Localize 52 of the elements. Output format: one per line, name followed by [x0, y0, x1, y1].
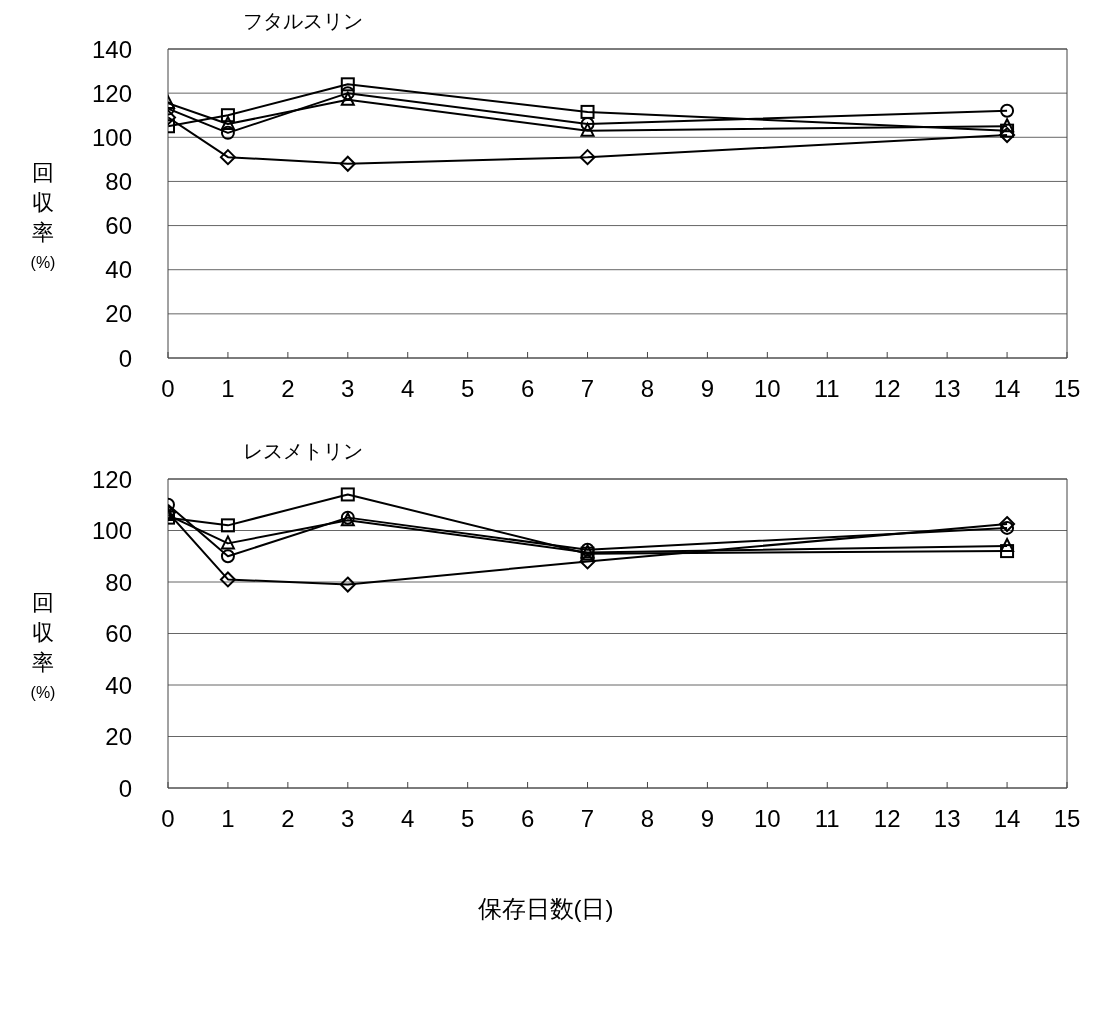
- x-tick-label: 1: [221, 805, 235, 833]
- chart-title: レスメトリン: [243, 439, 363, 464]
- y-tick-label: 20: [105, 300, 132, 328]
- y-tick-label: 0: [118, 774, 132, 802]
- x-tick-label: 13: [933, 805, 961, 833]
- x-tick-label: 3: [341, 805, 355, 833]
- x-tick-label: 8: [640, 805, 655, 833]
- y-axis-title: 回収率(%): [29, 159, 57, 273]
- x-tick-label: 9: [700, 805, 715, 833]
- x-tick-label: 0: [161, 375, 175, 403]
- y-axis-title: 回収率(%): [29, 589, 57, 703]
- x-tick-label: 11: [814, 375, 840, 403]
- x-tick-label: 10: [753, 805, 781, 833]
- chart-title: フタルスリン: [243, 9, 363, 34]
- y-tick-label: 80: [105, 167, 132, 195]
- x-tick-label: 8: [640, 375, 655, 403]
- x-tick-label: 12: [873, 805, 901, 833]
- x-tick-label: 10: [753, 375, 781, 403]
- y-tick-label: 0: [118, 344, 132, 372]
- x-tick-label: 14: [993, 805, 1021, 833]
- x-tick-label: 14: [993, 375, 1021, 403]
- x-axis-title: 保存日数(日): [476, 894, 615, 924]
- x-tick-label: 0: [161, 805, 175, 833]
- x-tick-label: 5: [460, 375, 475, 403]
- x-tick-label: 7: [580, 375, 595, 403]
- x-tick-label: 4: [401, 805, 415, 833]
- y-tick-label: 100: [91, 517, 132, 545]
- x-tick-label: 7: [580, 805, 595, 833]
- x-tick-label: 6: [520, 375, 535, 403]
- x-tick-label: 11: [814, 805, 840, 833]
- x-tick-label: 12: [873, 375, 901, 403]
- y-tick-label: 80: [105, 568, 132, 596]
- y-tick-label: 40: [105, 671, 132, 699]
- x-tick-label: 9: [700, 375, 715, 403]
- y-tick-label: 60: [105, 620, 132, 648]
- x-tick-label: 4: [401, 375, 415, 403]
- y-tick-label: 20: [105, 723, 132, 751]
- x-tick-label: 15: [1053, 375, 1081, 403]
- y-tick-label: 120: [91, 79, 132, 107]
- x-tick-label: 13: [933, 375, 961, 403]
- x-tick-label: 3: [341, 375, 355, 403]
- x-tick-label: 5: [460, 805, 475, 833]
- x-tick-label: 6: [520, 805, 535, 833]
- y-tick-label: 100: [91, 123, 132, 151]
- y-tick-label: 120: [91, 465, 132, 493]
- x-tick-label: 2: [281, 805, 295, 833]
- y-tick-label: 60: [105, 212, 132, 240]
- x-tick-label: 1: [221, 375, 235, 403]
- y-tick-label: 140: [91, 35, 132, 63]
- x-tick-label: 2: [281, 375, 295, 403]
- y-tick-label: 40: [105, 256, 132, 284]
- x-tick-label: 15: [1053, 805, 1081, 833]
